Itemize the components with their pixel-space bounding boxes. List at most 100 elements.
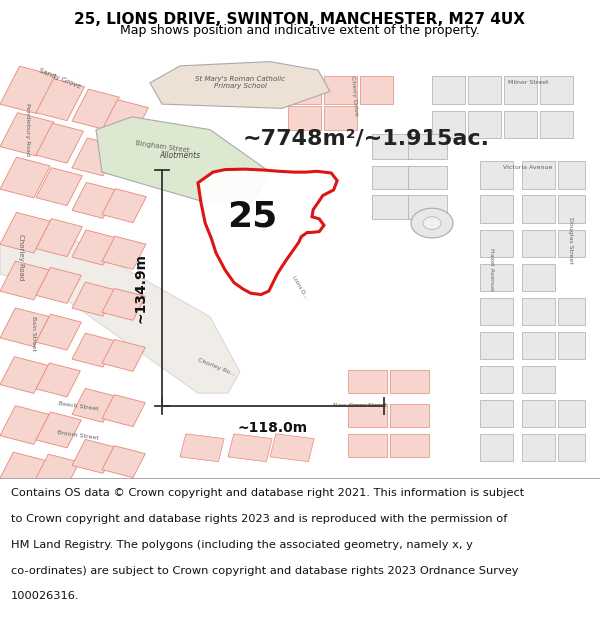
Bar <box>522 366 555 393</box>
Bar <box>0 66 56 114</box>
Bar <box>180 434 224 462</box>
Bar <box>522 196 555 223</box>
Bar <box>36 454 79 486</box>
Text: Cherry Drive: Cherry Drive <box>350 76 358 116</box>
Text: Broom Street: Broom Street <box>57 430 99 441</box>
Bar <box>540 111 573 138</box>
Bar <box>288 76 321 104</box>
Bar <box>504 111 537 138</box>
Bar <box>504 76 537 104</box>
Text: 100026316.: 100026316. <box>11 591 79 601</box>
Bar <box>36 363 80 397</box>
Bar <box>372 134 411 159</box>
Bar <box>480 229 513 257</box>
Bar <box>522 298 555 325</box>
Bar <box>480 264 513 291</box>
Bar <box>36 412 82 448</box>
Bar <box>72 282 116 316</box>
Bar <box>522 434 555 461</box>
Bar <box>558 331 585 359</box>
Text: Sandy Grove: Sandy Grove <box>38 68 82 90</box>
Bar <box>522 161 555 189</box>
Bar <box>468 76 501 104</box>
Text: Bain Street: Bain Street <box>31 316 35 351</box>
Text: St Mary's Roman Catholic
Primary School: St Mary's Roman Catholic Primary School <box>195 76 285 89</box>
Bar <box>102 288 145 321</box>
Bar <box>480 434 513 461</box>
Bar <box>390 370 429 393</box>
Polygon shape <box>198 169 337 294</box>
Bar <box>348 370 387 393</box>
Bar <box>558 196 585 223</box>
Bar <box>0 157 50 198</box>
Bar <box>348 404 387 427</box>
Bar <box>0 261 49 300</box>
Bar <box>228 434 272 462</box>
Bar <box>36 123 83 163</box>
Bar <box>0 406 49 444</box>
Text: Chorley Ro...: Chorley Ro... <box>197 358 235 377</box>
Bar <box>522 399 555 427</box>
Bar <box>372 196 411 219</box>
Text: Lions D...: Lions D... <box>292 274 308 299</box>
Text: Hazel Avenue: Hazel Avenue <box>490 248 494 291</box>
Bar <box>522 229 555 257</box>
Bar <box>540 76 573 104</box>
Text: Douglas Street: Douglas Street <box>568 217 572 264</box>
Bar <box>558 161 585 189</box>
Bar <box>72 138 118 176</box>
Text: co-ordinates) are subject to Crown copyright and database rights 2023 Ordnance S: co-ordinates) are subject to Crown copyr… <box>11 566 518 576</box>
Text: Milner Street: Milner Street <box>508 81 548 86</box>
Bar <box>522 264 555 291</box>
Bar <box>0 357 48 393</box>
Bar <box>480 399 513 427</box>
Bar <box>408 166 447 189</box>
Bar <box>102 339 145 371</box>
Bar <box>468 111 501 138</box>
Bar <box>558 399 585 427</box>
Bar <box>390 404 429 427</box>
Text: Contains OS data © Crown copyright and database right 2021. This information is : Contains OS data © Crown copyright and d… <box>11 488 524 498</box>
Bar <box>102 189 146 222</box>
Bar <box>270 434 314 462</box>
Circle shape <box>423 217 441 229</box>
Text: 25: 25 <box>227 200 277 234</box>
Bar <box>480 331 513 359</box>
Polygon shape <box>0 232 240 393</box>
Bar <box>0 112 54 156</box>
Text: Map shows position and indicative extent of the property.: Map shows position and indicative extent… <box>120 24 480 38</box>
Bar <box>0 213 50 253</box>
Bar <box>522 331 555 359</box>
Bar <box>36 219 82 257</box>
Bar <box>102 236 146 269</box>
Bar <box>36 314 82 350</box>
Text: ~118.0m: ~118.0m <box>238 421 308 435</box>
Bar <box>432 76 465 104</box>
Bar <box>558 229 585 257</box>
Text: Victoria Avenue: Victoria Avenue <box>503 166 553 171</box>
Bar <box>102 394 145 427</box>
Circle shape <box>411 208 453 238</box>
Polygon shape <box>150 62 330 108</box>
Text: Beech Street: Beech Street <box>58 401 98 411</box>
Bar <box>324 106 357 129</box>
Bar <box>372 166 411 189</box>
Bar <box>72 439 116 473</box>
Bar <box>36 79 85 121</box>
Bar <box>324 76 357 104</box>
Text: to Crown copyright and database rights 2023 and is reproduced with the permissio: to Crown copyright and database rights 2… <box>11 514 507 524</box>
Bar <box>0 308 49 347</box>
Bar <box>102 99 148 138</box>
Text: ~134.9m: ~134.9m <box>133 253 147 322</box>
Text: ~7748m²/~1.915ac.: ~7748m²/~1.915ac. <box>242 128 490 148</box>
Bar <box>0 452 47 487</box>
Text: 25, LIONS DRIVE, SWINTON, MANCHESTER, M27 4UX: 25, LIONS DRIVE, SWINTON, MANCHESTER, M2… <box>74 12 526 27</box>
Bar <box>102 144 148 180</box>
Bar <box>102 446 145 478</box>
Bar <box>72 333 116 367</box>
Bar <box>480 161 513 189</box>
Bar <box>390 434 429 457</box>
Text: HM Land Registry. The polygons (including the associated geometry, namely x, y: HM Land Registry. The polygons (includin… <box>11 540 473 550</box>
Text: Pendlebury Road: Pendlebury Road <box>25 103 29 156</box>
Text: New Cross Street: New Cross Street <box>333 403 387 408</box>
